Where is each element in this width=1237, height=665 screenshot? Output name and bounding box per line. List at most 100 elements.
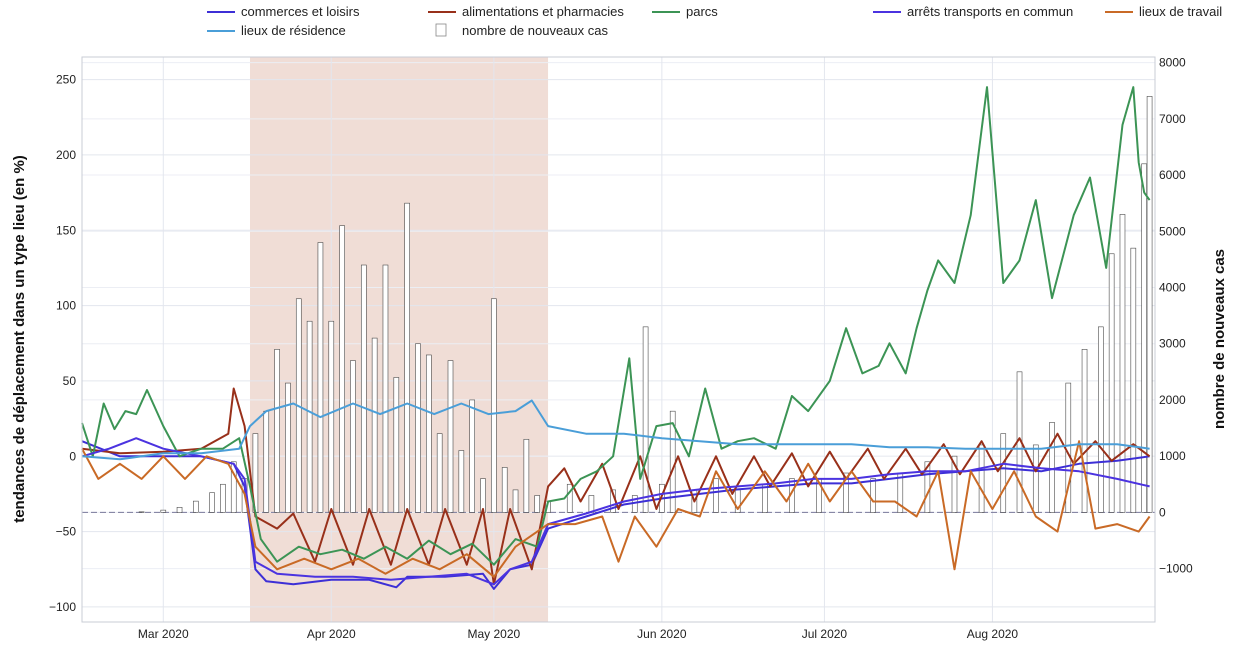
new-cases-bar [393,377,400,513]
axes-layer: 250 200 150 100 50 0 −50 −100 8000 7000 6000 5000 40… [49,56,1193,641]
new-cases-bar [480,478,486,513]
y-left-tick-label: −100 [49,600,76,614]
new-cases-bar [285,382,291,513]
series-line-lieux-de-r-sidence [81,399,1150,461]
grid-layer [82,57,1155,622]
y-right-tick-label: 7000 [1159,112,1186,126]
y-left-tick-label: 50 [63,374,77,388]
y-right-tick-label: 3000 [1159,337,1186,351]
plot-frame [81,56,1156,623]
legend-item: lieux de travail [1105,4,1222,19]
y-right-tick-label: 0 [1159,505,1166,519]
y-right-tick-label: 4000 [1159,280,1186,294]
new-cases-bar [274,349,280,513]
plot-background [82,57,1155,622]
y-right-tick-label: 8000 [1159,56,1186,70]
new-cases-bar [263,410,270,513]
series-lines [81,86,1151,590]
new-cases-bar [491,298,497,513]
legend-item: commerces et loisirs [207,4,360,19]
new-cases-bar [762,483,768,513]
legend-item: alimentations et pharmacies [428,4,624,19]
new-cases-bar [469,399,475,513]
series-line-lieux-de-travail [81,440,1151,578]
x-tick-label: Mar 2020 [138,627,189,641]
legend-label: commerces et loisirs [241,4,360,19]
x-tick-label: Apr 2020 [307,627,356,641]
new-cases-bars [82,96,1155,513]
new-cases-bar [350,360,356,513]
x-tick-label: Aug 2020 [967,627,1019,641]
new-cases-bar [209,492,215,513]
y-left-tick-label: 100 [56,299,76,313]
legend-label: arrêts transports en commun [907,4,1073,19]
new-cases-bar [415,343,421,513]
new-cases-bar [1146,96,1153,513]
new-cases-bar [138,511,145,513]
new-cases-bar [642,326,649,513]
new-cases-bar [1130,247,1137,513]
new-cases-bar [1141,163,1147,513]
new-cases-bar [1081,349,1088,513]
legend: commerces et loisirs alimentations et pha… [207,4,1222,38]
legend-label: lieux de résidence [241,23,346,38]
legend-item: nombre de nouveaux cas [435,23,608,38]
y-right-tick-label: 1000 [1159,449,1186,463]
x-tick-label: Jul 2020 [802,627,848,641]
new-cases-bar [588,495,595,513]
y-left-tick-label: 0 [69,449,76,463]
new-cases-bar [360,264,367,513]
y-right-tick-label: 5000 [1159,224,1186,238]
new-cases-bar [523,438,530,513]
new-cases-bar [160,509,167,513]
legend-label: parcs [686,4,718,19]
legend-item: lieux de résidence [207,23,346,38]
y-left-tick-label: 250 [56,73,76,87]
new-cases-bar [317,242,324,513]
x-tick-label: May 2020 [468,627,521,641]
new-cases-bar [230,461,237,513]
new-cases-bar [713,478,719,513]
new-cases-bar [306,320,313,513]
new-cases-bar [534,495,541,513]
new-cases-bar [371,337,378,513]
x-tick-label: Jun 2020 [637,627,687,641]
new-cases-bar [870,478,877,513]
y-left-tick-label: 200 [56,148,76,162]
new-cases-bar [328,320,335,513]
legend-item: arrêts transports en commun [873,4,1073,19]
legend-label: nombre de nouveaux cas [462,23,608,38]
new-cases-bar [436,433,443,513]
new-cases-bar [1108,253,1115,513]
legend-item: parcs [652,4,718,19]
y-right-tick-label: 2000 [1159,393,1186,407]
new-cases-bar [1000,433,1007,513]
new-cases-bar [512,489,519,513]
new-cases-bar [978,444,985,513]
y-right-tick-label: 6000 [1159,168,1186,182]
y-left-tick-label: 150 [56,223,76,237]
new-cases-bar [843,472,849,513]
new-cases-bar [1032,444,1039,513]
new-cases-bar [1098,326,1104,513]
y-axis-right-title: nombre de nouveaux cas [1211,249,1228,429]
new-cases-bar [193,500,199,513]
y-axis-left-title: tendances de déplacement dans un type li… [11,155,28,523]
y-left-tick-label: −50 [56,525,77,539]
new-cases-bar [1119,214,1126,513]
new-cases-bar [1049,422,1055,513]
legend-label: lieux de travail [1139,4,1222,19]
new-cases-bar [339,225,345,513]
new-cases-bar [382,264,389,513]
legend-swatch [435,23,447,37]
new-cases-bar [501,467,508,513]
new-cases-bar [404,202,410,513]
series-line-arr-ts-transports-en-commun [81,437,1150,586]
legend-label: alimentations et pharmacies [462,4,624,19]
new-cases-bar [176,507,183,513]
new-cases-bar [426,354,432,513]
new-cases-bar [566,483,573,513]
new-cases-bar [951,455,958,513]
